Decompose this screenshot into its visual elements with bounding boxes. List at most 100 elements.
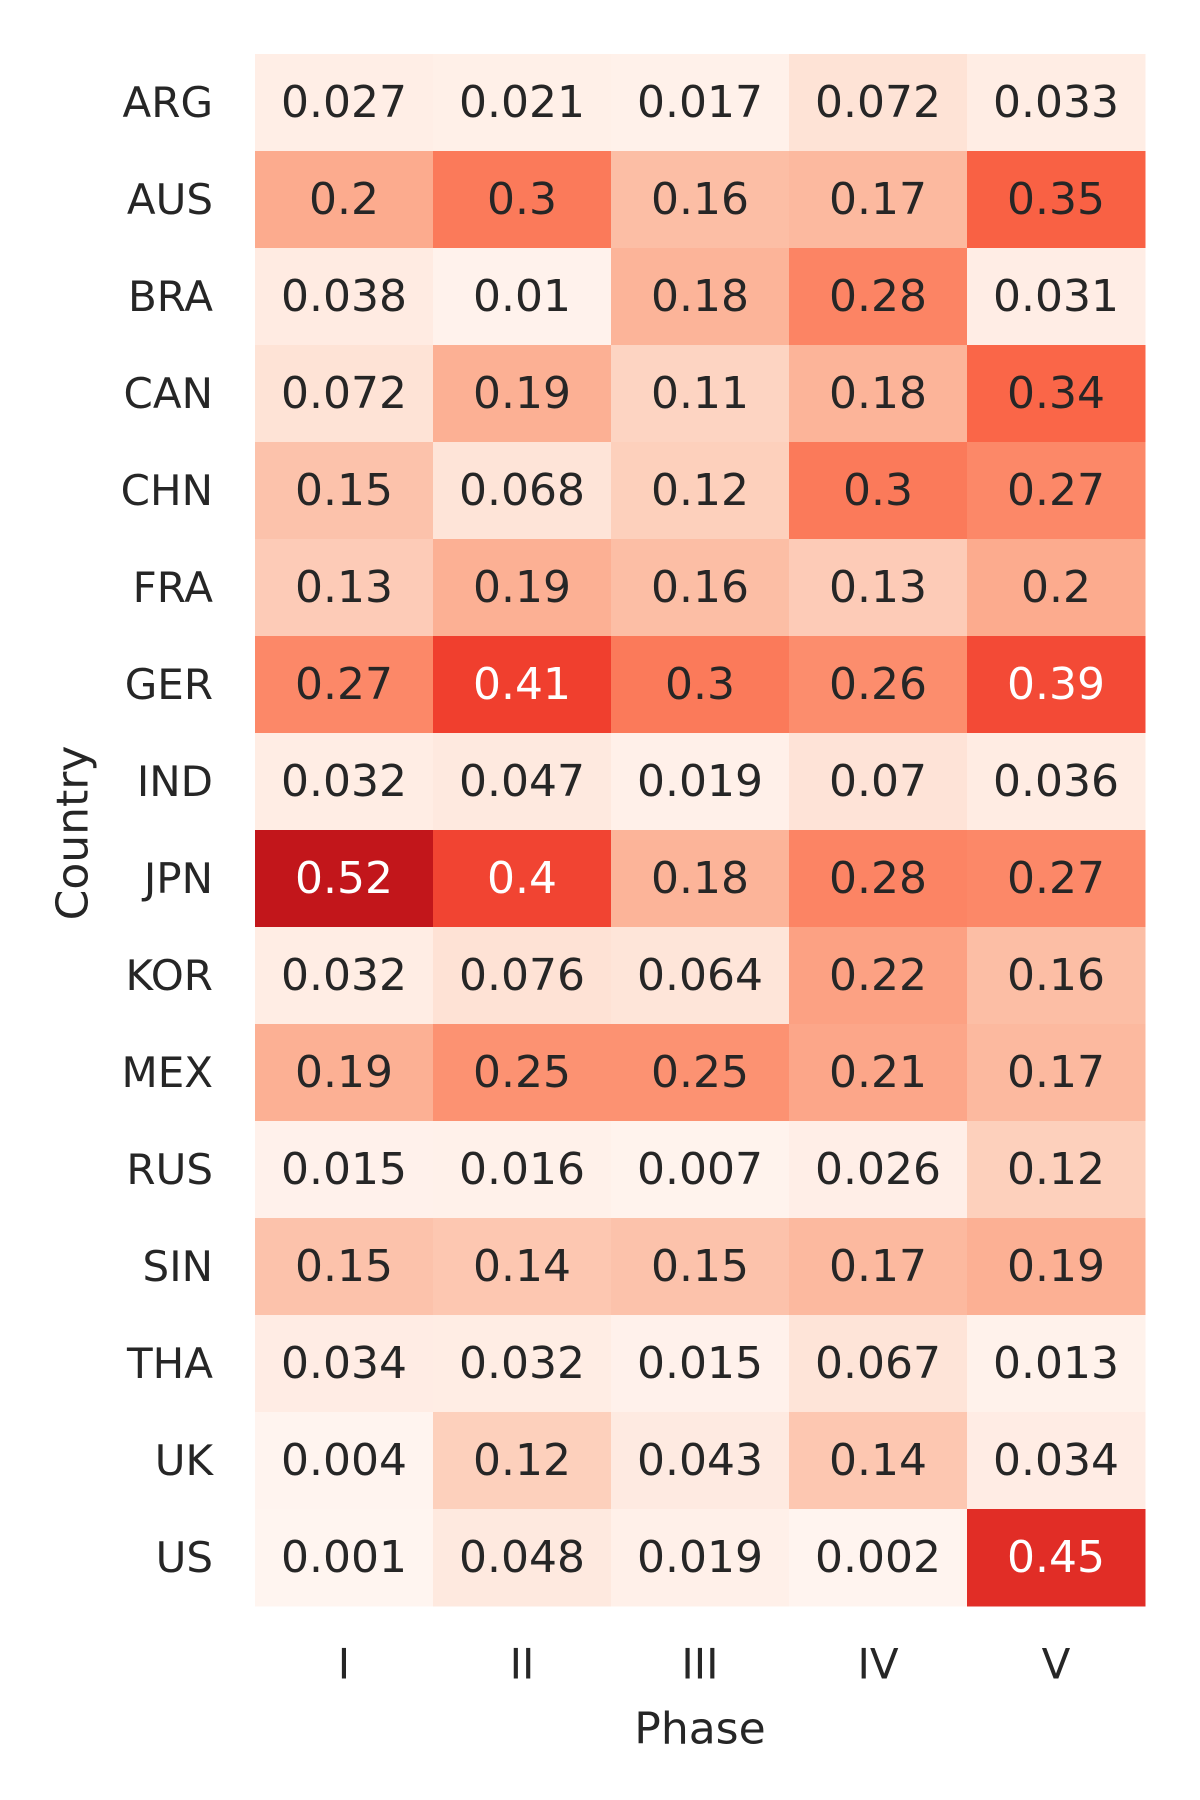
x-tick-label-iv: IV bbox=[857, 1640, 898, 1689]
cell-label-fra-ii: 0.19 bbox=[473, 562, 571, 613]
cell-label-ger-i: 0.27 bbox=[295, 659, 393, 710]
cell-label-arg-iii: 0.017 bbox=[637, 77, 763, 128]
cell-label-kor-ii: 0.076 bbox=[459, 950, 585, 1001]
x-tick-label-v: V bbox=[1042, 1640, 1071, 1689]
cell-label-jpn-iv: 0.28 bbox=[829, 853, 927, 904]
cell-label-can-ii: 0.19 bbox=[473, 368, 571, 419]
cell-label-ind-v: 0.036 bbox=[993, 756, 1119, 807]
cell-label-mex-iv: 0.21 bbox=[829, 1047, 927, 1098]
y-tick-label-bra: BRA bbox=[128, 272, 213, 321]
y-tick-label-can: CAN bbox=[124, 369, 213, 418]
cell-label-us-i: 0.001 bbox=[281, 1532, 407, 1583]
cell-label-chn-iv: 0.3 bbox=[843, 465, 913, 516]
cell-label-aus-iii: 0.16 bbox=[651, 174, 749, 225]
cell-label-sin-iv: 0.17 bbox=[829, 1241, 927, 1292]
x-axis-label: Phase bbox=[634, 1704, 765, 1755]
cell-label-arg-i: 0.027 bbox=[281, 77, 407, 128]
cell-label-ger-iv: 0.26 bbox=[829, 659, 927, 710]
cell-label-rus-iv: 0.026 bbox=[815, 1144, 941, 1195]
cell-label-kor-i: 0.032 bbox=[281, 950, 407, 1001]
cell-label-aus-iv: 0.17 bbox=[829, 174, 927, 225]
cell-label-fra-i: 0.13 bbox=[295, 562, 393, 613]
cell-label-mex-ii: 0.25 bbox=[473, 1047, 571, 1098]
y-tick-label-rus: RUS bbox=[126, 1145, 213, 1194]
cell-label-us-iv: 0.002 bbox=[815, 1532, 941, 1583]
cell-label-tha-iv: 0.067 bbox=[815, 1338, 941, 1389]
cell-label-sin-v: 0.19 bbox=[1007, 1241, 1105, 1292]
cell-label-chn-ii: 0.068 bbox=[459, 465, 585, 516]
cell-label-chn-iii: 0.12 bbox=[651, 465, 749, 516]
y-tick-label-arg: ARG bbox=[123, 78, 213, 127]
cell-label-rus-v: 0.12 bbox=[1007, 1144, 1105, 1195]
y-tick-label-jpn: JPN bbox=[141, 854, 213, 903]
cell-label-ind-iii: 0.019 bbox=[637, 756, 763, 807]
cell-label-kor-iii: 0.064 bbox=[637, 950, 763, 1001]
cell-label-arg-v: 0.033 bbox=[993, 77, 1119, 128]
x-tick-label-ii: II bbox=[510, 1640, 535, 1689]
y-tick-label-kor: KOR bbox=[126, 951, 214, 1000]
y-tick-label-sin: SIN bbox=[143, 1242, 213, 1291]
cell-label-mex-iii: 0.25 bbox=[651, 1047, 749, 1098]
cell-label-us-ii: 0.048 bbox=[459, 1532, 585, 1583]
cell-label-tha-ii: 0.032 bbox=[459, 1338, 585, 1389]
cell-label-us-iii: 0.019 bbox=[637, 1532, 763, 1583]
cell-label-bra-iv: 0.28 bbox=[829, 271, 927, 322]
cell-label-ind-iv: 0.07 bbox=[829, 756, 927, 807]
cell-label-uk-iv: 0.14 bbox=[829, 1435, 927, 1486]
x-tick-label-i: I bbox=[338, 1640, 350, 1689]
cell-label-sin-ii: 0.14 bbox=[473, 1241, 571, 1292]
cell-label-us-v: 0.45 bbox=[1007, 1532, 1105, 1583]
cell-label-uk-iii: 0.043 bbox=[637, 1435, 763, 1486]
y-axis-ticks: ARG AUS BRA CAN CHN FRA GER IND JPN KOR MEX RUS SIN T… bbox=[121, 78, 215, 1582]
cell-label-ind-i: 0.032 bbox=[281, 756, 407, 807]
cell-label-arg-iv: 0.072 bbox=[815, 77, 941, 128]
cell-label-uk-i: 0.004 bbox=[281, 1435, 407, 1486]
y-tick-label-us: US bbox=[156, 1533, 213, 1582]
y-tick-label-fra: FRA bbox=[133, 563, 214, 612]
cell-label-can-i: 0.072 bbox=[281, 368, 407, 419]
cell-label-sin-i: 0.15 bbox=[295, 1241, 393, 1292]
y-tick-label-ind: IND bbox=[137, 757, 213, 806]
cell-label-uk-v: 0.034 bbox=[993, 1435, 1119, 1486]
cell-label-can-v: 0.34 bbox=[1007, 368, 1105, 419]
y-tick-label-uk: UK bbox=[155, 1436, 215, 1485]
cell-label-tha-v: 0.013 bbox=[993, 1338, 1119, 1389]
cell-label-ger-iii: 0.3 bbox=[665, 659, 735, 710]
cell-label-aus-i: 0.2 bbox=[309, 174, 379, 225]
cell-label-kor-v: 0.16 bbox=[1007, 950, 1105, 1001]
cell-label-fra-v: 0.2 bbox=[1021, 562, 1091, 613]
cell-label-fra-iii: 0.16 bbox=[651, 562, 749, 613]
cell-label-ind-ii: 0.047 bbox=[459, 756, 585, 807]
cell-label-bra-v: 0.031 bbox=[993, 271, 1119, 322]
y-axis-label: Country bbox=[48, 746, 99, 921]
cell-label-tha-i: 0.034 bbox=[281, 1338, 407, 1389]
cell-label-bra-iii: 0.18 bbox=[651, 271, 749, 322]
cell-label-jpn-i: 0.52 bbox=[295, 853, 393, 904]
cell-label-mex-v: 0.17 bbox=[1007, 1047, 1105, 1098]
y-tick-label-mex: MEX bbox=[121, 1048, 213, 1097]
x-axis-ticks: I II III IV V bbox=[338, 1640, 1071, 1689]
cell-label-can-iii: 0.11 bbox=[651, 368, 749, 419]
cell-label-jpn-iii: 0.18 bbox=[651, 853, 749, 904]
heatmap-cells: 0.027 0.021 0.017 0.072 0.033 0.2 0.3 0.16 0.17 0… bbox=[255, 54, 1146, 1607]
cell-label-uk-ii: 0.12 bbox=[473, 1435, 571, 1486]
x-tick-label-iii: III bbox=[681, 1640, 718, 1689]
cell-label-ger-v: 0.39 bbox=[1007, 659, 1105, 710]
cell-label-fra-iv: 0.13 bbox=[829, 562, 927, 613]
y-tick-label-chn: CHN bbox=[121, 466, 213, 515]
cell-label-rus-ii: 0.016 bbox=[459, 1144, 585, 1195]
cell-label-can-iv: 0.18 bbox=[829, 368, 927, 419]
cell-label-jpn-v: 0.27 bbox=[1007, 853, 1105, 904]
cell-label-kor-iv: 0.22 bbox=[829, 950, 927, 1001]
cell-label-jpn-ii: 0.4 bbox=[487, 853, 557, 904]
y-tick-label-ger: GER bbox=[125, 660, 213, 709]
cell-label-tha-iii: 0.015 bbox=[637, 1338, 763, 1389]
cell-label-sin-iii: 0.15 bbox=[651, 1241, 749, 1292]
cell-label-rus-iii: 0.007 bbox=[637, 1144, 763, 1195]
cell-label-bra-i: 0.038 bbox=[281, 271, 407, 322]
cell-label-ger-ii: 0.41 bbox=[473, 659, 571, 710]
cell-label-chn-v: 0.27 bbox=[1007, 465, 1105, 516]
y-tick-label-tha: THA bbox=[126, 1339, 213, 1388]
cell-label-aus-ii: 0.3 bbox=[487, 174, 557, 225]
